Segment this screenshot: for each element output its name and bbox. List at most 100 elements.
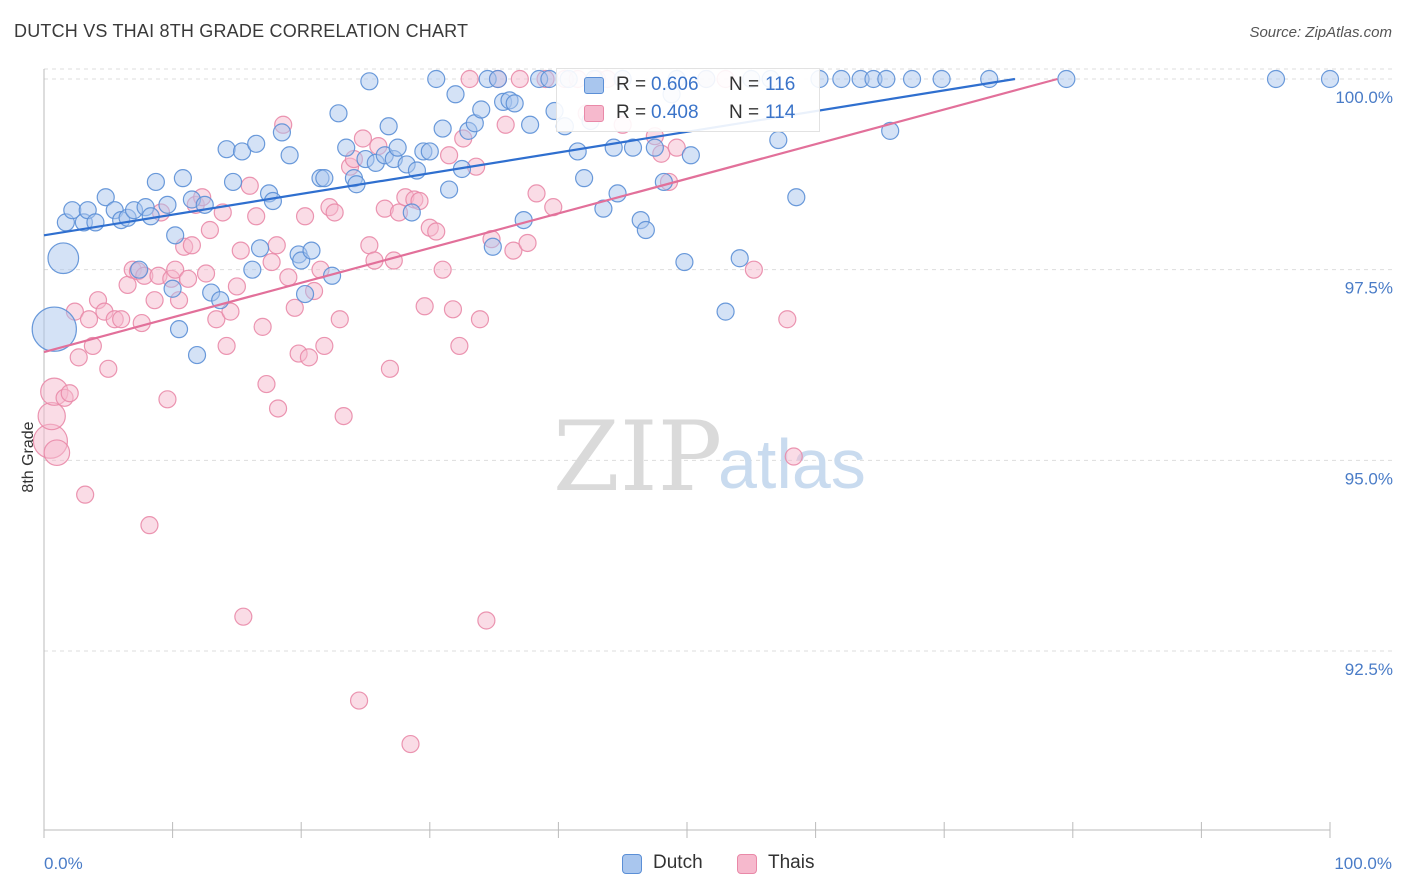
thais-trend-line [43,77,1058,354]
dutch-point [295,284,315,304]
legend-row-dutch: R = 0.606 N = 116 [557,73,819,101]
dutch-legend-label: Dutch [653,852,703,873]
legend-r-label: R = [616,102,647,123]
thais-point [267,236,286,255]
thais-point [83,336,102,356]
x-axis-ticks [43,822,1331,838]
legend-n-value: 114 [765,102,796,123]
thais-point [79,310,99,329]
dutch-point [787,188,806,207]
thais-point [158,390,177,409]
thais-point [60,384,79,403]
thais-point [353,129,373,148]
thais-point [527,184,546,203]
dutch-point [472,100,491,119]
dutch-point [302,241,321,260]
thais-point [450,336,469,356]
dutch-point [505,94,524,113]
thais-point [253,317,272,336]
dutch-point [250,239,270,258]
dutch-point [636,220,655,240]
dutch-point [1320,69,1340,89]
thais-point [207,310,226,329]
thais-point [178,269,198,288]
legend-n-label: N = [729,74,760,95]
legend-r-label: R = [616,74,647,95]
dutch-point [681,146,700,165]
thais-point [285,298,304,317]
dutch-point [146,172,165,192]
dutch-point [832,69,851,89]
dutch-swatch [584,77,604,94]
thais-point [460,69,479,89]
dutch-point [521,115,540,134]
thais-point [349,691,369,710]
dutch-point [433,119,452,138]
legend-n-value: 116 [765,74,796,95]
thais-point [470,310,490,329]
thais-point [299,348,319,367]
thais-point [200,220,219,240]
thais-point [330,310,349,329]
thais-point [315,336,334,356]
thais-point [140,516,159,535]
thais-point [325,203,344,222]
thais-point [427,222,446,241]
dutch-point [96,188,115,207]
thais-point [518,233,537,253]
dutch-point [169,320,189,339]
dutch-point [439,180,459,199]
dutch-point [402,203,421,222]
thais-point [166,260,185,279]
watermark: ZIP atlas [553,401,866,513]
thais-point [240,176,259,195]
thais-point [510,69,529,89]
thais-points [32,69,803,754]
thais-point [268,399,288,418]
dutch-legend-swatch [622,854,642,874]
correlation-legend: R = 0.606 N = 116 R = 0.408 N = 114 [556,68,820,132]
legend-n-label: N = [729,102,760,123]
dutch-point [223,172,243,192]
dutch-point [675,252,694,272]
dutch-point [881,121,900,140]
dutch-point [645,138,664,157]
legend-r-value: 0.408 [651,102,699,123]
legend-row-thais: R = 0.408 N = 114 [557,101,819,129]
y-tick-labels: 92.5% 95.0% 97.5% 100.0% [1335,88,1393,679]
thais-point [262,252,281,272]
dutch-point [47,242,80,275]
y-tick-label: 97.5% [1345,279,1393,298]
thais-legend-swatch [737,854,757,874]
dutch-point [488,69,508,89]
thais-point [477,611,496,630]
thais-point [443,300,463,319]
dutch-point [483,237,502,256]
dutch-point [420,142,439,161]
thais-point [279,268,298,287]
dutch-point [166,226,185,245]
dutch-point [388,138,407,157]
dutch-point [575,169,594,188]
dutch-point [379,117,398,136]
trend-lines [43,77,1058,354]
dutch-point [247,134,266,153]
x-tick-label-max: 100.0% [1334,854,1392,873]
thais-point [433,260,452,279]
thais-point [234,607,253,626]
dutch-point [217,140,236,159]
thais-point [182,236,201,255]
thais-point [744,260,763,279]
thais-point [221,302,240,321]
dutch-point [163,279,182,298]
y-tick-label: 92.5% [1345,660,1393,679]
chart-source: Source: ZipAtlas.com [1249,24,1392,41]
thais-point [380,359,400,378]
thais-point [401,734,420,754]
dutch-point [1266,69,1286,89]
thais-point [257,374,276,394]
thais-point [295,207,315,226]
thais-point [69,348,88,367]
dutch-point [877,69,896,89]
